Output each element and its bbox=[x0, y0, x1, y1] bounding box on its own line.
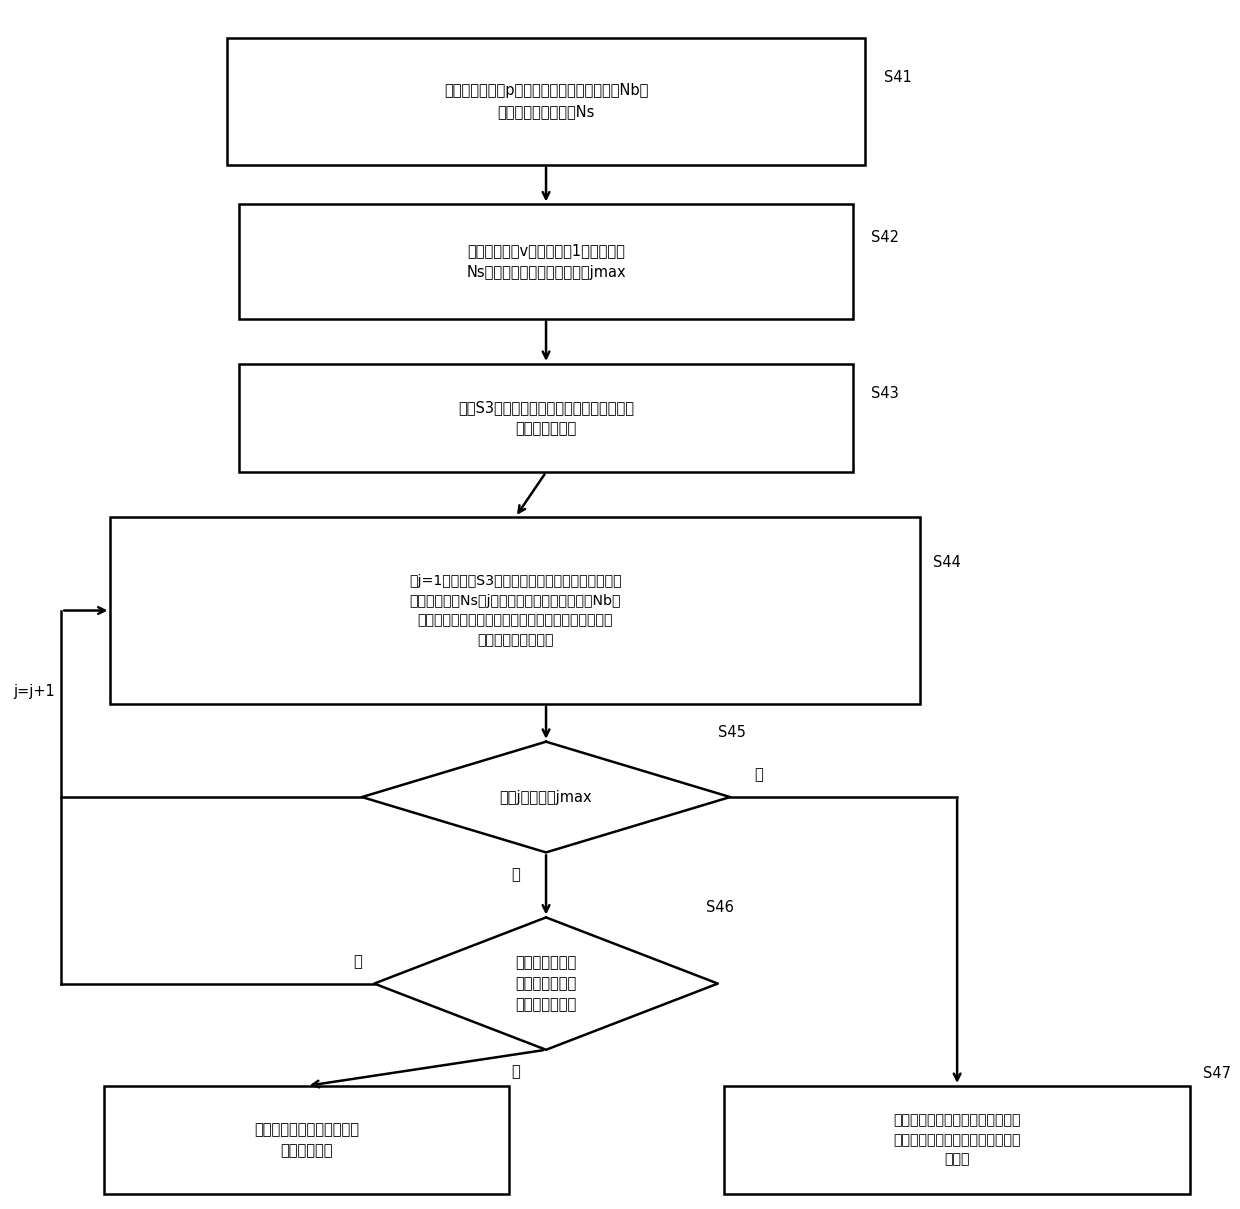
Text: 是: 是 bbox=[511, 1064, 520, 1080]
FancyBboxPatch shape bbox=[724, 1086, 1190, 1194]
Text: S42: S42 bbox=[872, 230, 899, 245]
Text: S45: S45 bbox=[718, 724, 745, 740]
FancyBboxPatch shape bbox=[104, 1086, 510, 1194]
FancyBboxPatch shape bbox=[239, 364, 853, 473]
Text: 达到期望值的排样方案为最
优的排样方案: 达到期望值的排样方案为最 优的排样方案 bbox=[254, 1122, 360, 1158]
Text: j=j+1: j=j+1 bbox=[14, 684, 55, 699]
FancyBboxPatch shape bbox=[227, 39, 866, 164]
Polygon shape bbox=[362, 741, 730, 852]
FancyBboxPatch shape bbox=[110, 517, 920, 704]
Text: 根据S3中的最高平均利用率，给出利用率提
高幅度的期望值: 根据S3中的最高平均利用率，给出利用率提 高幅度的期望值 bbox=[458, 400, 634, 436]
Text: 否: 否 bbox=[755, 768, 764, 782]
Text: 判断j是否小于jmax: 判断j是否小于jmax bbox=[500, 789, 593, 804]
Text: 给定一个阈值v，通过式（1）确定改变
Ns类零件初始方向的最大次数jmax: 给定一个阈值v，通过式（1）确定改变 Ns类零件初始方向的最大次数jmax bbox=[466, 243, 626, 279]
Text: 给定一个长宽比p，获得长宽比大的零件集合Nb，
长宽比小的零件集合Ns: 给定一个长宽比p，获得长宽比大的零件集合Nb， 长宽比小的零件集合Ns bbox=[444, 83, 649, 120]
Text: 是: 是 bbox=[511, 867, 520, 881]
Text: S41: S41 bbox=[884, 70, 911, 85]
Text: S43: S43 bbox=[872, 387, 899, 401]
Text: 获得利用率提高幅度最大值对应的
排样方案，此排样方案为最优的排
样方案: 获得利用率提高幅度最大值对应的 排样方案，此排样方案为最优的排 样方案 bbox=[893, 1113, 1021, 1167]
Text: 从j=1开始，在S3中平均利用率最高的排样方案基础
上，随机改变Ns中j种零件的初始方向后，结合Nb中
零件的所有方向组合，依次进行重新排样，并记录对
应排样方: 从j=1开始，在S3中平均利用率最高的排样方案基础 上，随机改变Ns中j种零件的… bbox=[409, 574, 621, 647]
Text: 否: 否 bbox=[353, 954, 362, 970]
Text: 对应排样方案的
利用率提高幅度
是否达到期望值: 对应排样方案的 利用率提高幅度 是否达到期望值 bbox=[516, 955, 577, 1012]
Text: S44: S44 bbox=[932, 555, 961, 569]
Text: S47: S47 bbox=[1203, 1066, 1230, 1081]
Polygon shape bbox=[374, 918, 718, 1049]
Text: S46: S46 bbox=[706, 901, 733, 915]
FancyBboxPatch shape bbox=[239, 204, 853, 319]
